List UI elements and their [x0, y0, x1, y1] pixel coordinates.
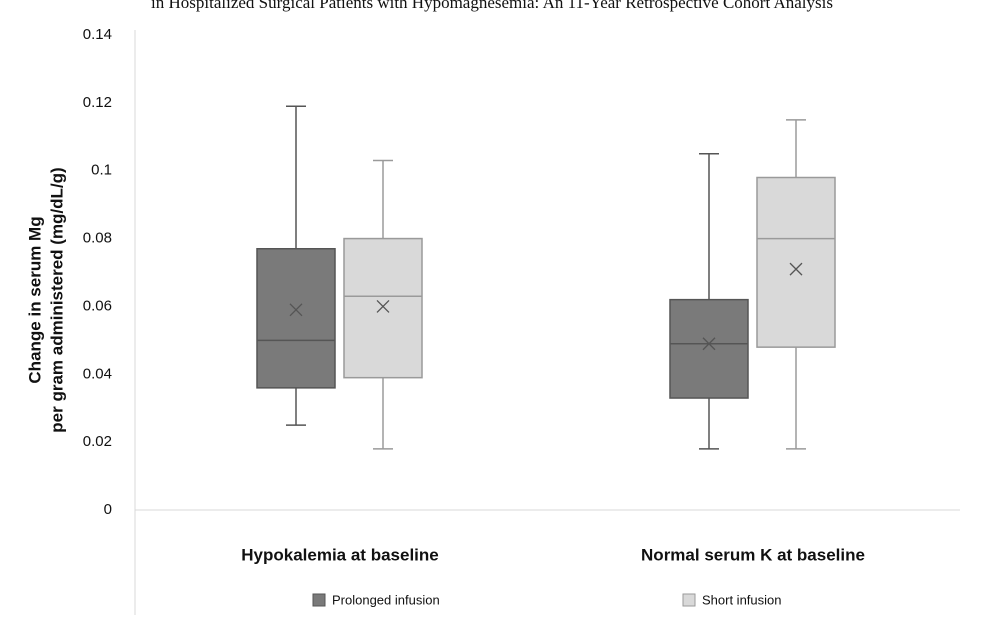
- y-tick-label: 0.1: [91, 162, 112, 179]
- y-axis-label: per gram administered (mg/dL/g): [47, 167, 66, 432]
- y-tick-label: 0: [104, 501, 112, 518]
- box: [256, 248, 336, 389]
- mean-marker: [702, 337, 716, 351]
- chart-title: in Hospitalized Surgical Patients with H…: [151, 0, 833, 12]
- y-axis-label: Change in serum Mg: [25, 216, 44, 383]
- x-tick-label: Normal serum K at baseline: [641, 545, 865, 564]
- y-tick-label: 0.02: [83, 433, 112, 450]
- x-tick-label: Hypokalemia at baseline: [241, 545, 438, 564]
- y-tick-label: 0.06: [83, 297, 112, 314]
- mean-marker: [376, 299, 390, 313]
- legend-swatch: [312, 593, 326, 607]
- y-tick-label: 0.14: [83, 26, 112, 43]
- y-tick-label: 0.12: [83, 94, 112, 111]
- mean-marker: [789, 262, 803, 276]
- y-tick-label: 0.04: [83, 365, 112, 382]
- box: [756, 176, 836, 348]
- legend-label: Prolonged infusion: [332, 592, 440, 607]
- box: [669, 298, 749, 399]
- legend-swatch: [682, 593, 696, 607]
- mean-marker: [289, 303, 303, 317]
- legend-label: Short infusion: [702, 592, 782, 607]
- y-tick-label: 0.08: [83, 230, 112, 247]
- box: [343, 237, 423, 379]
